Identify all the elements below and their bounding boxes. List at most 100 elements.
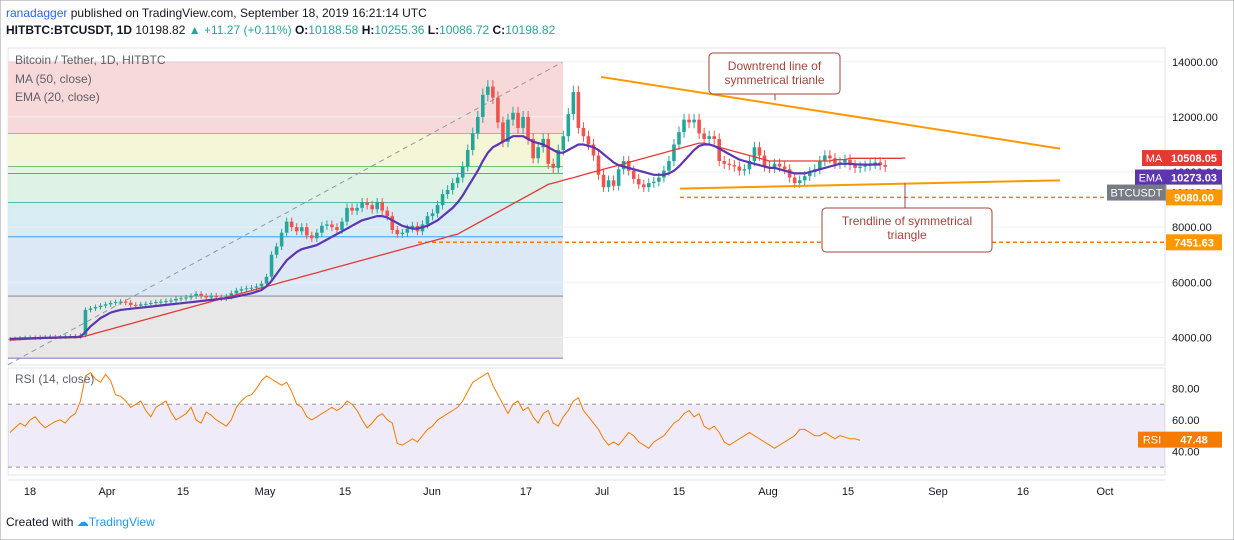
candle-body [551, 163, 556, 168]
candle-body [626, 161, 631, 171]
rsi-legend[interactable]: RSI (14, close) [15, 372, 95, 386]
candle-body [249, 287, 254, 289]
tradingview-brand[interactable]: TradingView [88, 515, 155, 529]
fib-zone [8, 133, 563, 167]
candle-body [88, 308, 93, 310]
candle-body [802, 176, 807, 181]
candle-body [274, 246, 279, 255]
candle-body [677, 132, 681, 145]
candle-body [752, 147, 757, 162]
rsi-tick-label: 80.00 [1172, 383, 1200, 395]
candle-body [652, 181, 656, 184]
candle-body [566, 114, 571, 137]
candle-body [792, 177, 797, 184]
candle-body [325, 224, 329, 226]
candle-body [647, 183, 651, 188]
candle-body [762, 155, 767, 167]
candle-body [385, 210, 390, 217]
candle-body [395, 229, 400, 235]
tradingview-logo-icon[interactable]: ☁ [76, 515, 89, 529]
candle-body [113, 302, 118, 304]
candle-body [657, 177, 661, 182]
fib-zone [8, 166, 563, 174]
price-label-name: BTCUSDT [1111, 188, 1163, 200]
candle-body [747, 161, 752, 170]
candle-body [843, 159, 847, 163]
candle-body [757, 147, 762, 156]
candle-body [616, 169, 621, 186]
candle-body [475, 116, 480, 134]
candle-body [108, 302, 113, 305]
x-tick-label: May [255, 486, 276, 498]
fib-trend-line [7, 61, 564, 366]
chart-title: Bitcoin / Tether, 1D, HITBTC [15, 53, 166, 67]
fib-zone [8, 61, 563, 134]
author-link[interactable]: ranadagger [6, 6, 68, 20]
symbol-bar: HITBTC:BTCUSDT, 1D 10198.82 ▲ +11.27 (+0… [6, 23, 555, 37]
price-label-value: 7451.63 [1174, 237, 1214, 249]
candle-body [556, 149, 561, 168]
annotation-text: Trendline of symmetrical triangle [842, 214, 972, 242]
candle-body [133, 304, 138, 306]
price-label-name: MA [1146, 153, 1163, 165]
candle-body [787, 169, 792, 178]
candle-body [174, 298, 178, 301]
close-value: 10198.82 [505, 23, 556, 37]
candle-body [355, 207, 359, 211]
rsi-label-name: RSI [1143, 435, 1161, 447]
candle-body [123, 301, 128, 303]
x-tick-label: Apr [98, 486, 115, 498]
open-label: O: [294, 23, 309, 37]
candle-body [400, 232, 405, 235]
candle-body [345, 207, 349, 222]
candle-body [697, 119, 701, 134]
candle-body [244, 288, 249, 290]
candle-body [742, 169, 747, 171]
x-tick-label: Jul [595, 486, 609, 498]
candle-body [571, 92, 576, 115]
candle-body [204, 296, 208, 298]
candle-body [581, 127, 586, 137]
x-tick-label: 15 [339, 486, 351, 498]
candle-body [410, 225, 415, 229]
rsi-label-bg [1166, 431, 1222, 448]
candle-body [304, 227, 309, 236]
candle-body [546, 138, 551, 164]
price-tick-label: 8000.00 [1172, 222, 1212, 234]
rsi-label-value: 47.48 [1180, 435, 1208, 447]
price-label-bg [1166, 234, 1222, 251]
candle-body [450, 183, 455, 190]
candle-body [511, 112, 515, 120]
annotation-box [821, 207, 993, 253]
rsi-label-name-bg [1138, 431, 1166, 448]
price-label-bg [1166, 189, 1222, 206]
candle-body [154, 302, 158, 304]
candle-body [8, 338, 12, 340]
candle-body [169, 300, 173, 302]
candle-body [506, 119, 510, 142]
candle-body [294, 227, 299, 232]
fib-zone [8, 236, 563, 297]
candle-body [807, 172, 812, 177]
price-tick-label: 14000.00 [1172, 57, 1218, 69]
candle-body [873, 162, 877, 164]
ma-line [9, 142, 906, 341]
up-arrow-icon: ▲ [188, 23, 201, 37]
candle-body [159, 301, 163, 303]
candle-body [481, 94, 485, 117]
rsi-tick-label: 40.00 [1172, 446, 1200, 458]
x-tick-label: Oct [1096, 486, 1113, 498]
rsi-line [9, 371, 861, 449]
candle-body [335, 227, 339, 230]
candle-body [828, 155, 832, 159]
candle-body [425, 216, 430, 225]
x-tick-label: 16 [1017, 486, 1029, 498]
candle-body [330, 224, 334, 228]
rsi-tick-label: 60.00 [1172, 415, 1200, 427]
uptrend-line [679, 179, 1061, 190]
ema-legend[interactable]: EMA (20, close) [15, 90, 100, 104]
ma-legend[interactable]: MA (50, close) [15, 72, 92, 86]
price-label-name: EMA [1139, 173, 1164, 185]
candle-body [672, 144, 676, 162]
